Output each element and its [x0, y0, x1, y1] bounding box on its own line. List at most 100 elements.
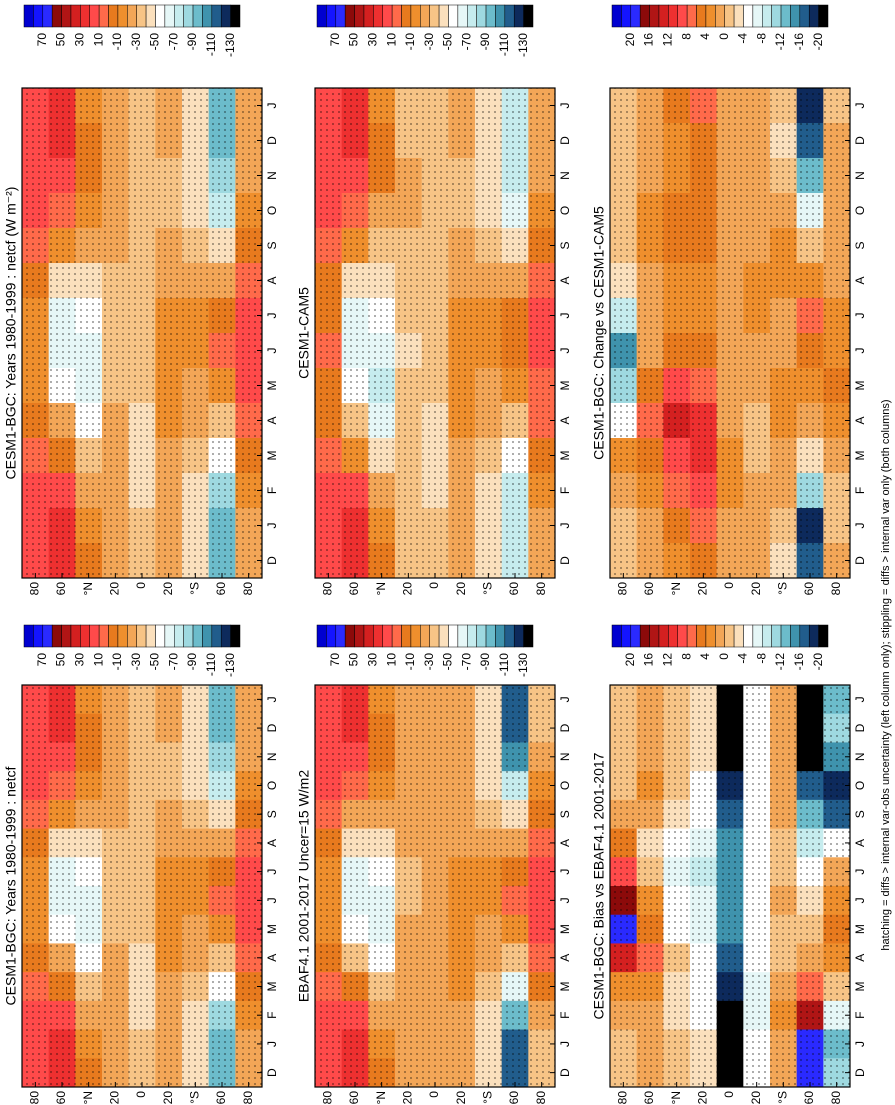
colorbar-box — [326, 4, 337, 28]
colorbar-label: -8 — [754, 653, 768, 664]
stippling — [610, 88, 850, 578]
y-tick-label: 60 — [802, 1091, 816, 1105]
colorbar-box — [155, 624, 166, 648]
colorbar-box — [686, 624, 697, 648]
y-tick-label: 80 — [241, 582, 255, 596]
colorbar-label: -20 — [811, 33, 825, 51]
x-tick-label: J — [558, 103, 572, 109]
x-tick-label: D — [558, 1068, 572, 1077]
x-tick-label: M — [558, 451, 572, 461]
x-tick-label: J — [853, 348, 867, 354]
x-tick-label: A — [265, 839, 279, 847]
colorbar-box — [639, 624, 650, 648]
colorbar-box — [630, 4, 641, 28]
colorbar-box — [61, 4, 72, 28]
colorbar-box — [513, 4, 524, 28]
y-tick-label: 60 — [642, 582, 656, 596]
y-tick-label: 60 — [347, 1091, 361, 1105]
y-tick-label: 80 — [28, 582, 42, 596]
x-tick-label: J — [558, 348, 572, 354]
y-tick-label: 20 — [696, 582, 710, 596]
colorbar-box — [438, 624, 449, 648]
colorbar-box — [485, 624, 496, 648]
colorbar-label: 10 — [91, 33, 105, 47]
y-tick-label: °N — [669, 582, 683, 595]
x-tick-label: J — [265, 103, 279, 109]
colorbar-label: -30 — [129, 33, 143, 51]
colorbar-box — [80, 4, 90, 28]
colorbar-label: -50 — [148, 653, 162, 671]
colorbar-label: -10 — [110, 653, 124, 671]
y-tick-label: 80 — [534, 582, 548, 596]
y-tick-label: 0 — [722, 582, 736, 589]
colorbar-box — [145, 4, 156, 28]
colorbar-box — [429, 4, 440, 28]
colorbar-label: 4 — [698, 33, 712, 40]
colorbar-label: 50 — [347, 33, 361, 47]
y-tick-label: °N — [374, 1091, 388, 1104]
colorbar-box — [752, 624, 763, 648]
x-tick-label: A — [558, 276, 572, 284]
panel-title: EBAF4.1 2001-2017 Uncer=15 W/m2 — [296, 770, 312, 1003]
x-tick-label: A — [853, 839, 867, 847]
colorbar-box — [780, 4, 791, 28]
y-tick-label: 80 — [321, 1091, 335, 1105]
colorbar-box — [410, 4, 421, 28]
y-tick-label: 60 — [507, 1091, 521, 1105]
colorbar-box — [504, 624, 515, 648]
colorbar-box — [485, 4, 496, 28]
colorbar-box — [733, 4, 744, 28]
colorbar-box — [220, 4, 231, 28]
x-tick-label: A — [558, 839, 572, 847]
x-tick-label: D — [558, 136, 572, 145]
y-tick-label: °N — [81, 582, 95, 595]
colorbar-box — [70, 624, 81, 648]
colorbar-box — [335, 4, 346, 28]
y-tick-label: 20 — [696, 1091, 710, 1105]
colorbar-box — [192, 624, 203, 648]
colorbar-box — [448, 624, 459, 648]
y-tick-label: 60 — [642, 1091, 656, 1105]
colorbar-box — [621, 624, 632, 648]
x-tick-label: N — [558, 752, 572, 761]
colorbar-box — [42, 4, 53, 28]
colorbar-label: -20 — [811, 653, 825, 671]
colorbar-label: -70 — [166, 33, 180, 51]
colorbar-box — [668, 4, 678, 28]
colorbar-label: -8 — [754, 33, 768, 44]
y-tick-label: 60 — [54, 1091, 68, 1105]
colorbar-box — [316, 624, 327, 648]
colorbar-box — [621, 4, 632, 28]
x-tick-label: O — [853, 206, 867, 215]
colorbar-box — [117, 624, 128, 648]
colorbar-label: 50 — [347, 653, 361, 667]
colorbar-label: -50 — [441, 653, 455, 671]
colorbar-box — [127, 4, 137, 28]
colorbar-label: 20 — [623, 653, 637, 667]
colorbar-box — [70, 4, 81, 28]
colorbar-box — [780, 624, 791, 648]
colorbar-box — [818, 624, 829, 648]
y-tick-label: 80 — [829, 582, 843, 596]
colorbar-label: 16 — [642, 653, 656, 667]
colorbar-box — [438, 4, 449, 28]
colorbar-box — [230, 624, 241, 648]
colorbar-box — [467, 4, 477, 28]
y-tick-label: 80 — [241, 1091, 255, 1105]
colorbar-box — [391, 624, 402, 648]
landscape-figure: hatching = diffs > internal var-obs unce… — [3, 4, 892, 1105]
y-tick-label: °S — [776, 1091, 790, 1104]
x-tick-label: J — [558, 897, 572, 903]
y-tick-label: 80 — [616, 582, 630, 596]
y-tick-label: 20 — [161, 582, 175, 596]
x-tick-label: A — [265, 276, 279, 284]
x-tick-label: M — [558, 381, 572, 391]
stippling — [22, 88, 262, 578]
colorbar-box — [677, 4, 688, 28]
x-tick-label: D — [853, 1068, 867, 1077]
y-tick-label: °N — [374, 582, 388, 595]
colorbar-box — [108, 4, 119, 28]
y-tick-label: °S — [481, 582, 495, 595]
x-tick-label: S — [853, 241, 867, 249]
colorbar-box — [705, 4, 716, 28]
